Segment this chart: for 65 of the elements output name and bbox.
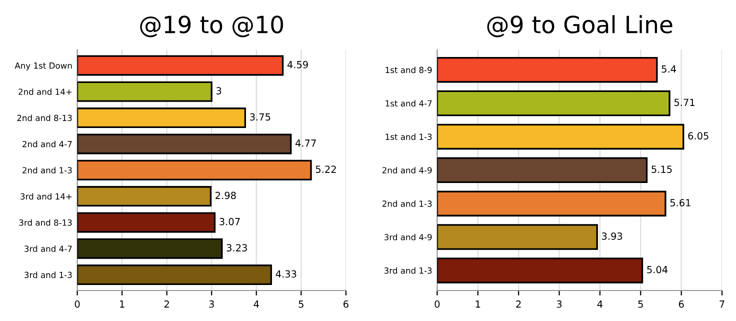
x-tick-label: 2 bbox=[164, 300, 169, 308]
bar bbox=[77, 186, 212, 207]
y-tick-label: 3rd and 1-3 bbox=[384, 267, 432, 274]
y-tick-label: 2nd and 8-13 bbox=[17, 114, 72, 122]
x-tick-label: 4 bbox=[254, 300, 259, 308]
x-tick-label: 1 bbox=[476, 300, 480, 308]
x-tick-label: 3 bbox=[556, 300, 562, 308]
y-tick-label: Any 1st Down bbox=[14, 62, 72, 70]
y-tick-label: 2nd and 1-3 bbox=[22, 166, 72, 174]
x-tick-label: 6 bbox=[678, 300, 684, 308]
data-label: 4.77 bbox=[295, 140, 316, 147]
x-tick-label: 3 bbox=[209, 300, 214, 308]
bar bbox=[437, 90, 670, 116]
x-tick-label: 5 bbox=[298, 300, 304, 308]
data-label: 4.59 bbox=[287, 60, 308, 68]
data-label: 4.33 bbox=[276, 270, 296, 278]
y-tick-label: 1st and 4-7 bbox=[386, 100, 432, 107]
data-label: 5.4 bbox=[662, 65, 676, 73]
y-tick-label: 2nd and 1-3 bbox=[382, 200, 432, 207]
data-label: 3 bbox=[216, 87, 222, 94]
x-tick-label: 0 bbox=[74, 300, 80, 308]
y-tick-label: 2nd and 4-7 bbox=[22, 140, 72, 148]
bar bbox=[437, 157, 648, 184]
x-tick-label: 5 bbox=[638, 300, 643, 308]
y-tick-label: 3rd and 8-13 bbox=[19, 219, 72, 226]
y-tick-label: 3rd and 14+ bbox=[20, 193, 72, 200]
bar bbox=[437, 190, 666, 216]
data-label: 3.07 bbox=[220, 218, 240, 226]
bar bbox=[77, 160, 312, 180]
y-tick-label: 2nd and 4-9 bbox=[382, 166, 432, 174]
bar bbox=[437, 56, 658, 83]
y-tick-label: 3rd and 1-3 bbox=[24, 272, 72, 278]
bar bbox=[437, 258, 644, 284]
y-tick-label: 2nd and 14+ bbox=[18, 88, 72, 95]
chart-title: @19 to @10 bbox=[140, 16, 284, 38]
data-label: 3.93 bbox=[602, 232, 622, 240]
bar bbox=[77, 134, 292, 154]
x-tick-label: 1 bbox=[120, 300, 124, 308]
y-tick-label: 1st and 1-3 bbox=[386, 134, 432, 140]
bar bbox=[77, 81, 212, 102]
data-label: 5.71 bbox=[674, 98, 694, 106]
bar bbox=[77, 108, 246, 128]
x-tick-label: 6 bbox=[344, 300, 348, 308]
y-tick-label: 3rd and 4-7 bbox=[24, 245, 72, 252]
bar bbox=[77, 238, 223, 259]
x-tick-label: 2 bbox=[516, 300, 521, 308]
bar bbox=[77, 55, 284, 76]
bar bbox=[77, 264, 272, 286]
bar bbox=[437, 124, 684, 150]
bar bbox=[77, 212, 216, 233]
data-label: 5.22 bbox=[316, 166, 336, 173]
y-tick-label: 3rd and 4-9 bbox=[384, 234, 432, 240]
data-label: 5.04 bbox=[647, 266, 668, 274]
data-label: 5.61 bbox=[670, 199, 690, 206]
data-label: 3.23 bbox=[226, 244, 247, 252]
data-label: 2.98 bbox=[216, 192, 236, 200]
data-label: 3.75 bbox=[250, 113, 270, 121]
data-label: 6.05 bbox=[688, 132, 708, 140]
x-tick-label: 7 bbox=[720, 300, 724, 308]
chart-title: @9 to Goal Line bbox=[487, 15, 672, 38]
x-tick-label: 0 bbox=[434, 300, 440, 308]
x-tick-label: 4 bbox=[597, 300, 602, 308]
y-tick-label: 1st and 8-9 bbox=[386, 66, 432, 74]
data-label: 5.15 bbox=[652, 166, 672, 173]
bar bbox=[437, 224, 598, 250]
